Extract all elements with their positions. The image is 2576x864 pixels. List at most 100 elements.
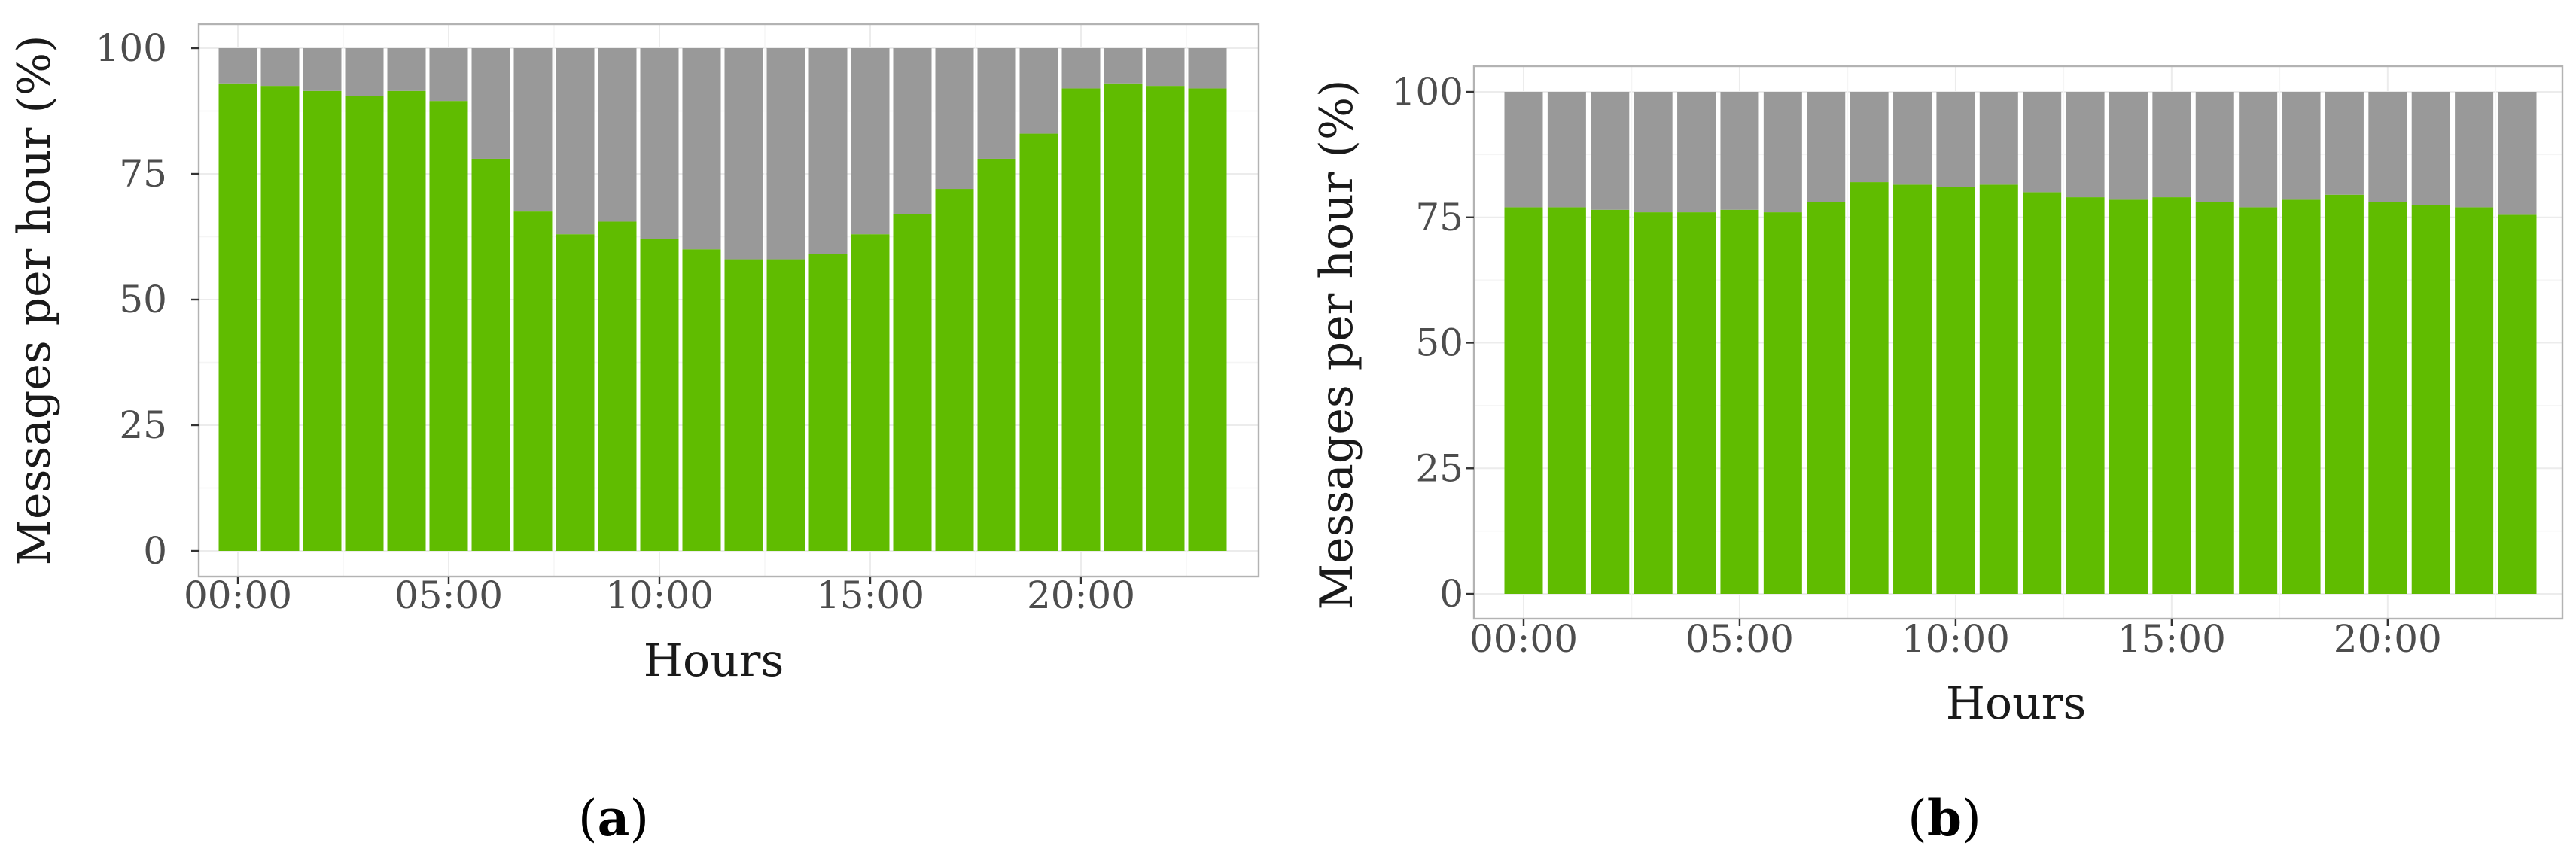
bar-base-a-1900 (1019, 133, 1058, 551)
bar-rest-a-1200 (724, 48, 763, 260)
y-tick-label-b: 100 (1392, 70, 1463, 114)
bar-rest-b-0400 (1677, 92, 1716, 213)
y-tick-label-b: 0 (1439, 572, 1463, 616)
bar-base-a-1300 (766, 259, 805, 551)
y-tick-label-a: 75 (119, 152, 167, 196)
bar-base-b-1500 (2152, 197, 2191, 594)
x-tick-label-a: 05:00 (394, 573, 503, 617)
bar-base-a-0900 (598, 221, 637, 551)
bar-rest-b-1000 (1936, 92, 1975, 187)
bar-rest-b-0900 (1893, 92, 1932, 185)
bar-rest-a-0200 (303, 48, 342, 91)
bar-base-a-2300 (1188, 88, 1227, 551)
bar-rest-a-2300 (1188, 48, 1227, 89)
axes-b: 0 25 50 75 100 00:00 05:00 10:00 15:00 20:00 (1392, 70, 2442, 661)
bar-rest-b-0000 (1504, 92, 1543, 208)
bar-rest-a-2000 (1061, 48, 1101, 89)
bar-base-b-1100 (1979, 184, 2018, 594)
bar-rest-a-0700 (513, 48, 553, 212)
bar-base-a-0800 (556, 234, 595, 551)
bar-base-a-0400 (387, 90, 426, 551)
y-tick-label-b: 50 (1415, 321, 1463, 365)
bar-rest-a-1700 (935, 48, 974, 190)
y-tick-label-b: 25 (1415, 446, 1463, 490)
bar-rest-a-0800 (556, 48, 595, 235)
chart-panel-a: 0 25 50 75 100 00:00 05:00 10:00 15:00 20:00 Hour… (8, 23, 1260, 847)
x-tick-label-a: 15:00 (816, 573, 924, 617)
bar-rest-b-2200 (2455, 92, 2494, 208)
bar-base-a-0100 (260, 86, 300, 552)
bar-rest-b-1300 (2066, 92, 2105, 198)
bar-base-b-1900 (2325, 194, 2364, 594)
bar-base-b-1700 (2239, 207, 2278, 594)
x-tick-label-a: 00:00 (184, 573, 292, 617)
bar-base-a-0500 (429, 101, 468, 551)
panel-label-a-letter: a (598, 789, 630, 847)
bar-rest-b-1700 (2239, 92, 2278, 208)
bar-rest-b-2300 (2498, 92, 2537, 215)
bar-rest-b-1900 (2325, 92, 2364, 195)
bar-rest-a-1500 (851, 48, 890, 235)
bar-rest-a-1100 (682, 48, 721, 250)
bar-rest-a-0600 (471, 48, 510, 159)
x-axis-title-a: Hours (644, 634, 784, 687)
bar-rest-b-1100 (1979, 92, 2018, 185)
bar-base-b-0600 (1763, 212, 1802, 594)
bar-base-a-1100 (682, 249, 721, 551)
bar-rest-a-2200 (1146, 48, 1185, 87)
bar-base-b-0200 (1591, 209, 1630, 594)
bar-rest-b-2000 (2368, 92, 2407, 202)
bar-rest-a-0500 (429, 48, 468, 102)
bar-base-b-0700 (1807, 202, 1846, 594)
bar-rest-a-0900 (598, 48, 637, 222)
bar-base-a-1600 (893, 214, 932, 551)
bar-rest-b-0500 (1720, 92, 1759, 210)
bar-rest-a-1600 (893, 48, 932, 214)
bar-rest-a-1300 (766, 48, 805, 260)
bar-rest-a-1900 (1019, 48, 1058, 134)
bar-rest-b-0100 (1547, 92, 1586, 208)
bar-rest-b-0600 (1763, 92, 1802, 213)
x-tick-label-b: 05:00 (1685, 617, 1794, 661)
bar-base-b-2200 (2455, 207, 2494, 594)
bar-rest-a-0000 (218, 48, 257, 84)
bar-rest-a-0100 (260, 48, 300, 87)
y-axis-title-a: Messages per hour (%) (8, 35, 61, 566)
bar-rest-b-1600 (2195, 92, 2234, 202)
bar-base-b-0800 (1850, 182, 1889, 594)
bar-base-a-2000 (1061, 88, 1101, 551)
bar-rest-b-0800 (1850, 92, 1889, 183)
y-axis-title-b: Messages per hour (%) (1311, 80, 1363, 610)
bar-rest-a-1000 (640, 48, 679, 239)
bar-base-a-0000 (218, 83, 257, 551)
bar-rest-a-0400 (387, 48, 426, 91)
x-tick-label-b: 15:00 (2118, 617, 2226, 661)
bar-base-a-2200 (1146, 86, 1185, 552)
bar-base-a-0700 (513, 211, 553, 551)
bar-base-b-1600 (2195, 202, 2234, 594)
bar-base-b-0000 (1504, 207, 1543, 594)
bar-base-b-1800 (2282, 199, 2321, 594)
panel-label-b: (b) (1908, 789, 1981, 847)
bar-rest-b-0200 (1591, 92, 1630, 210)
panel-label-a: (a) (578, 789, 649, 847)
bar-base-b-0100 (1547, 207, 1586, 594)
bar-rest-b-1200 (2023, 92, 2062, 193)
bar-rest-a-2100 (1104, 48, 1143, 84)
bar-rest-b-0700 (1807, 92, 1846, 202)
bar-base-b-2300 (2498, 214, 2537, 594)
bar-base-b-2100 (2411, 205, 2450, 594)
bar-base-b-0300 (1634, 212, 1673, 594)
bar-base-a-1200 (724, 259, 763, 551)
bar-base-a-1800 (977, 158, 1016, 551)
bar-base-a-0200 (303, 90, 342, 551)
y-tick-label-a: 100 (96, 26, 167, 70)
bar-base-a-1700 (935, 189, 974, 552)
bar-base-b-1300 (2066, 197, 2105, 594)
bar-rest-a-0300 (345, 48, 384, 96)
bar-base-a-0600 (471, 158, 510, 551)
y-tick-label-b: 75 (1415, 196, 1463, 239)
bar-base-a-0300 (345, 96, 384, 551)
bar-base-b-0900 (1893, 184, 1932, 594)
bar-rest-b-0300 (1634, 92, 1673, 213)
